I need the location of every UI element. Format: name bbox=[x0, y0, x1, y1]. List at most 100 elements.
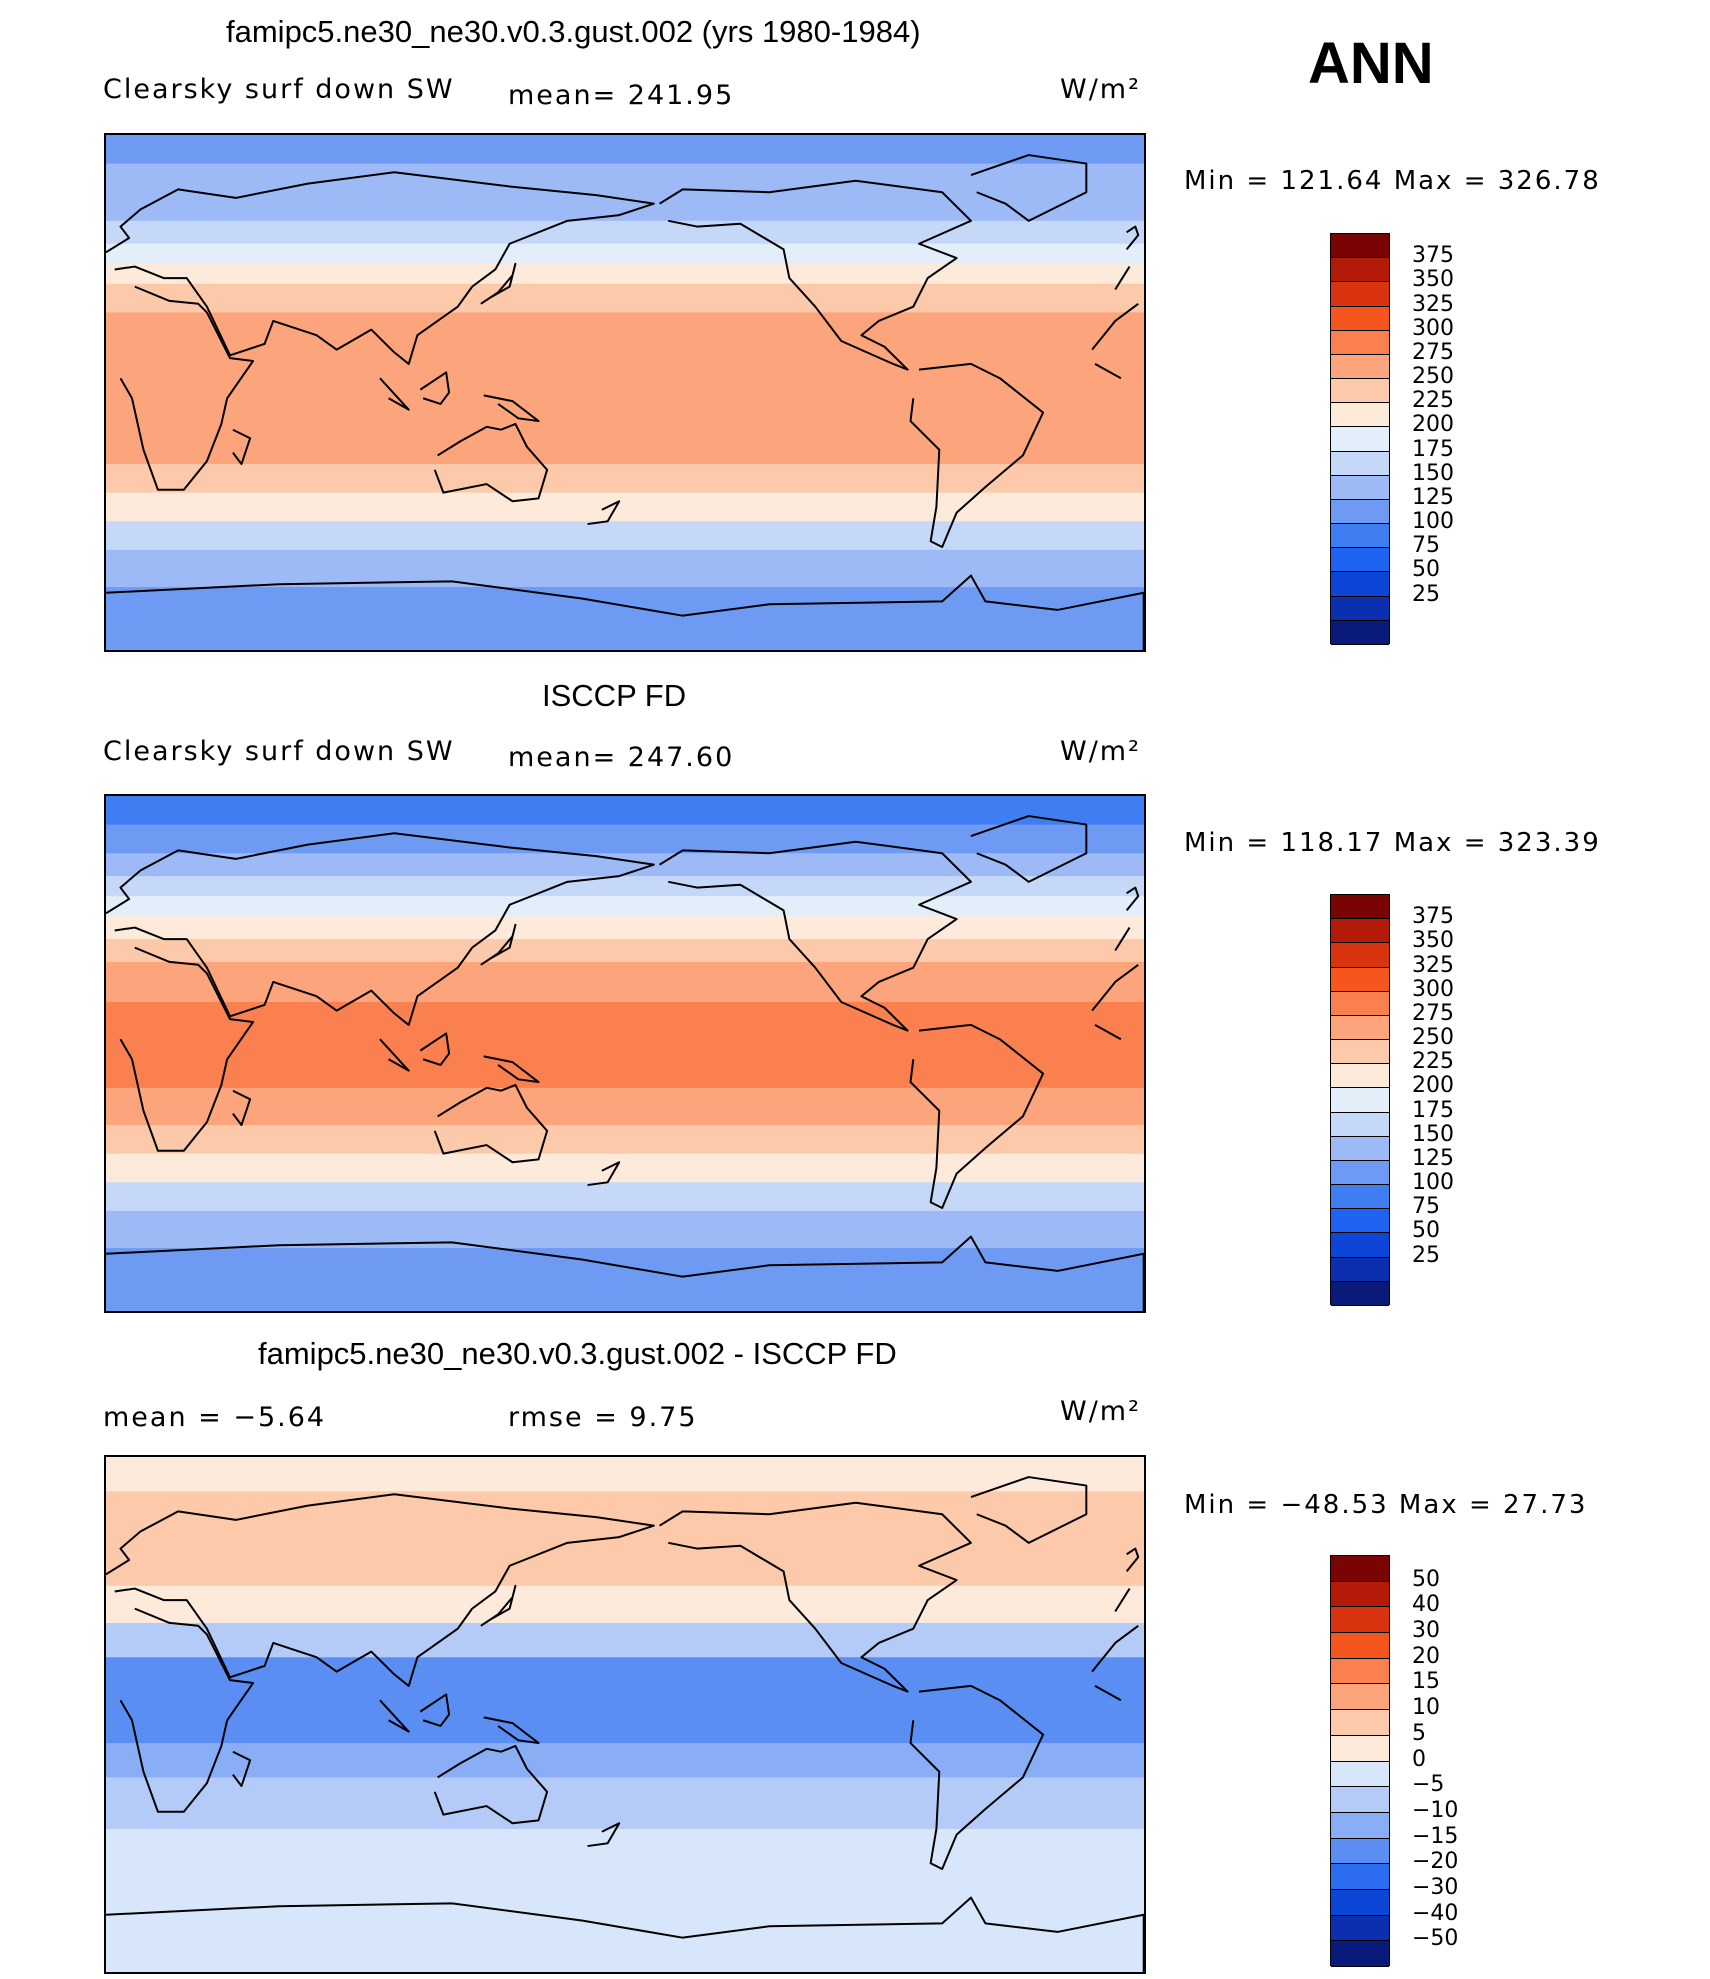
colorbar-tick-label: 0 bbox=[1412, 1746, 1426, 1772]
colorbar-segment bbox=[1331, 991, 1389, 1016]
panel1-units-label: W/m² bbox=[1060, 74, 1141, 105]
map-latitude-band bbox=[106, 283, 1144, 313]
coastline bbox=[480, 262, 517, 305]
colorbar-tick-label: 300 bbox=[1412, 976, 1454, 1002]
map-latitude-band bbox=[106, 1622, 1144, 1658]
coastline bbox=[106, 1896, 1144, 1972]
colorbar-tick-label: 30 bbox=[1412, 1618, 1440, 1644]
panel2-variable-label: Clearsky surf down SW bbox=[103, 736, 455, 767]
colorbar-tick-label: 100 bbox=[1412, 509, 1454, 535]
coastline bbox=[483, 394, 540, 423]
coastline bbox=[232, 1089, 252, 1127]
colorbar-segment bbox=[1331, 967, 1389, 992]
coastline bbox=[480, 1584, 517, 1627]
colorbar-tick-label: 225 bbox=[1412, 1049, 1454, 1075]
colorbar-segment bbox=[1331, 427, 1389, 452]
colorbar-tick-label: 175 bbox=[1412, 436, 1454, 462]
colorbar-segment bbox=[1331, 403, 1389, 428]
colorbar-tick-label: −40 bbox=[1412, 1900, 1459, 1926]
colorbar-tick-label: 350 bbox=[1412, 267, 1454, 293]
colorbar-segment bbox=[1331, 1160, 1389, 1186]
map-latitude-band bbox=[106, 1182, 1144, 1212]
coastline bbox=[119, 1607, 1139, 1813]
panel3-minmax: Min = −48.53 Max = 27.73 bbox=[1184, 1490, 1588, 1520]
panel2-map-svg bbox=[106, 796, 1144, 1311]
coastline bbox=[379, 1699, 410, 1733]
coastline bbox=[433, 422, 549, 503]
map-latitude-band bbox=[106, 1248, 1144, 1311]
colorbar-segment bbox=[1331, 1040, 1389, 1065]
colorbar-tick-label: 15 bbox=[1412, 1669, 1440, 1695]
colorbar-segment bbox=[1331, 1088, 1389, 1113]
colorbar-tick-label: 75 bbox=[1412, 533, 1440, 559]
colorbar-segment bbox=[1331, 234, 1389, 259]
colorbar-segment bbox=[1331, 1787, 1389, 1813]
colorbar-segment bbox=[1331, 620, 1389, 645]
coastline bbox=[659, 1501, 972, 1693]
map-latitude-band bbox=[106, 220, 1144, 245]
colorbar-segment bbox=[1331, 1864, 1389, 1890]
map-latitude-band bbox=[106, 824, 1144, 854]
colorbar-segment bbox=[1331, 451, 1389, 476]
colorbar-tick-label: 75 bbox=[1412, 1194, 1440, 1220]
map-latitude-band bbox=[106, 464, 1144, 494]
colorbar-segment bbox=[1331, 475, 1389, 500]
map-latitude-band bbox=[106, 1002, 1144, 1089]
colorbar-tick-label: 10 bbox=[1412, 1695, 1440, 1721]
panel1-map bbox=[104, 133, 1146, 652]
colorbar-tick-label: 375 bbox=[1412, 243, 1454, 269]
map-latitude-band bbox=[106, 1491, 1144, 1587]
coastline bbox=[480, 923, 517, 966]
panel1-minmax: Min = 121.64 Max = 326.78 bbox=[1184, 166, 1601, 196]
map-latitude-band bbox=[106, 492, 1144, 522]
map-latitude-band bbox=[106, 521, 1144, 551]
map-latitude-band bbox=[106, 796, 1144, 826]
colorbar-segment bbox=[1331, 1633, 1389, 1659]
colorbar-tick-label: 40 bbox=[1412, 1592, 1440, 1618]
colorbar-segment bbox=[1331, 1735, 1389, 1762]
colorbar-segment bbox=[1331, 1185, 1389, 1210]
colorbar-tick-label: −10 bbox=[1412, 1797, 1459, 1823]
coastline bbox=[379, 1038, 410, 1072]
colorbar-segment bbox=[1331, 1015, 1389, 1041]
map-latitude-band bbox=[106, 961, 1144, 1003]
map-latitude-band bbox=[106, 1585, 1144, 1624]
coastline bbox=[659, 840, 972, 1032]
colorbar-tick-label: −50 bbox=[1412, 1926, 1459, 1952]
coastline bbox=[419, 1032, 451, 1066]
coastline bbox=[659, 179, 972, 371]
panel2-title: ISCCP FD bbox=[542, 678, 687, 713]
panel2-map bbox=[104, 794, 1146, 1313]
map-latitude-band bbox=[106, 1828, 1144, 1901]
map-latitude-band bbox=[106, 1743, 1144, 1778]
colorbar-tick-label: 250 bbox=[1412, 364, 1454, 390]
map-latitude-band bbox=[106, 1657, 1144, 1744]
colorbar-tick-label: 300 bbox=[1412, 315, 1454, 341]
coastline bbox=[433, 1744, 549, 1825]
colorbar-segment bbox=[1331, 548, 1389, 573]
map-latitude-band bbox=[106, 1900, 1144, 1972]
colorbar-tick-label: −30 bbox=[1412, 1874, 1459, 1900]
panel1-variable-label: Clearsky surf down SW bbox=[103, 74, 455, 105]
colorbar-segment bbox=[1331, 1838, 1389, 1865]
colorbar-tick-label: 200 bbox=[1412, 412, 1454, 438]
panel2-units-label: W/m² bbox=[1060, 736, 1141, 767]
colorbar-segment bbox=[1331, 1915, 1389, 1942]
coastline bbox=[119, 946, 1139, 1152]
coastline bbox=[419, 371, 451, 405]
colorbar-segment bbox=[1331, 1581, 1389, 1608]
map-latitude-band bbox=[106, 1125, 1144, 1155]
colorbar-segment bbox=[1331, 1607, 1389, 1634]
panel3-map-svg bbox=[106, 1457, 1144, 1972]
season-label: ANN bbox=[1308, 31, 1434, 96]
map-latitude-band bbox=[106, 1777, 1144, 1830]
panel2-colorbar bbox=[1330, 894, 1390, 1306]
colorbar-tick-label: −20 bbox=[1412, 1849, 1459, 1875]
map-latitude-band bbox=[106, 916, 1144, 940]
colorbar-tick-label: 325 bbox=[1412, 291, 1454, 317]
colorbar-segment bbox=[1331, 943, 1389, 968]
colorbar-segment bbox=[1331, 1658, 1389, 1685]
colorbar-tick-label: 50 bbox=[1412, 557, 1440, 583]
coastline bbox=[232, 428, 252, 466]
colorbar-tick-label: 125 bbox=[1412, 484, 1454, 510]
